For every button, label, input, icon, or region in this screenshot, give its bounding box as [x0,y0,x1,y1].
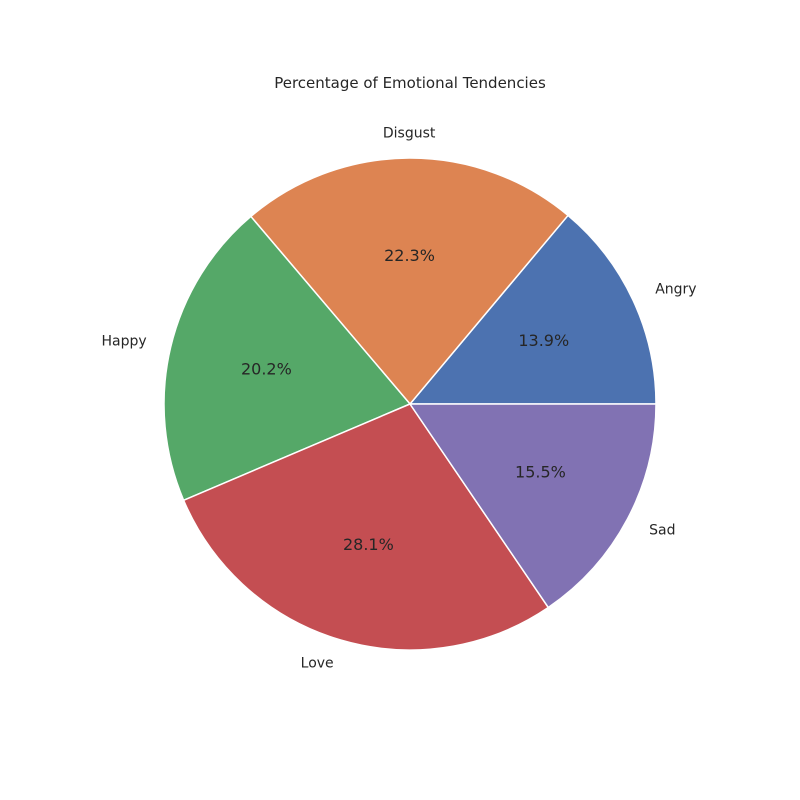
category-label-love: Love [301,656,334,672]
category-label-angry: Angry [655,282,696,298]
pie-labels: Angry 13.9% Disgust 22.3% Happy 20.2% Love 28.1… [102,125,697,671]
pie-slice-sad [409,403,657,609]
pie-slice-love [182,403,550,651]
chart-title: Percentage of Emotional Tendencies [274,74,546,92]
pie-slice-happy [163,215,411,502]
category-label-sad: Sad [649,523,675,539]
pie-slice-angry [409,214,657,405]
category-label-disgust: Disgust [383,125,436,141]
pie-slice-disgust [250,157,569,405]
percent-label-disgust: 22.3% [384,246,435,265]
percent-label-sad: 15.5% [515,463,566,482]
percent-label-angry: 13.9% [518,331,569,350]
category-label-happy: Happy [102,334,147,350]
percent-label-love: 28.1% [343,535,394,554]
percent-label-happy: 20.2% [241,359,292,378]
pie-slices [163,157,657,651]
